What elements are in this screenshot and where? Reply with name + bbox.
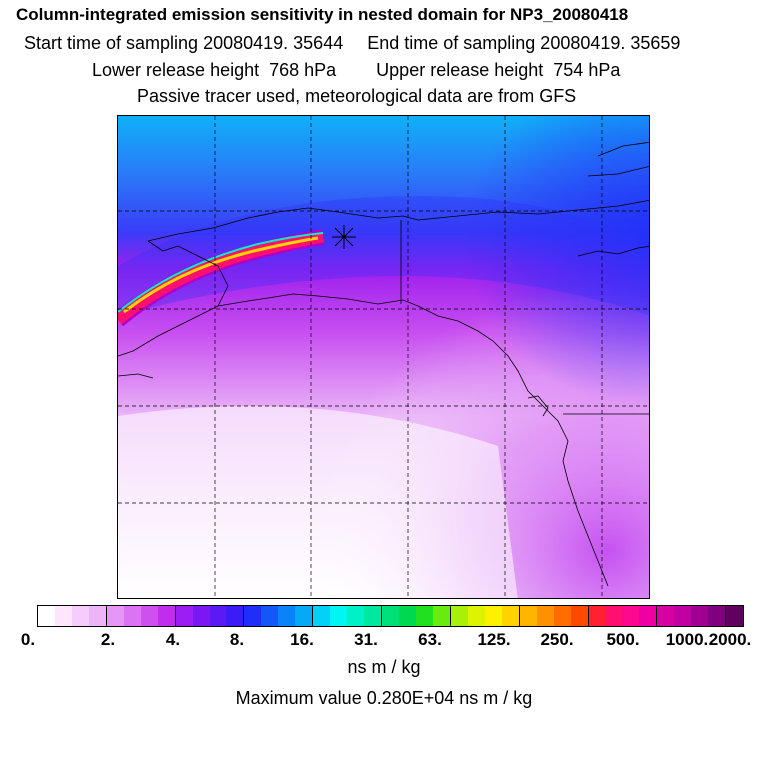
colorbar-swatch [330,606,348,626]
colorbar-swatch [244,606,262,626]
colorbar-swatch [605,606,623,626]
colorbar-swatch [467,606,485,626]
colorbar-tick: 2. [100,630,116,649]
coastlines [118,141,649,587]
colorbar-swatch [382,606,400,626]
colorbar-swatch [622,606,640,626]
colorbar-swatch [657,606,675,626]
colorbar-swatch [261,606,279,626]
colorbar-swatch [140,606,158,626]
colorbar-swatch [192,606,210,626]
colorbar-swatch [432,606,451,626]
colorbar-tick: 8. [229,630,245,649]
colorbar-tick: 2000. [708,630,752,649]
colorbar-tick: 16. [290,630,314,649]
colorbar-swatch [364,606,383,626]
maximum-value: Maximum value 0.280E+04 ns m / kg [235,688,533,708]
colorbar-swatch [313,606,331,626]
colorbar-swatch [450,606,468,626]
colorbar [37,605,744,627]
colorbar-tick: 250. [540,630,574,649]
receptor-marker [332,225,356,249]
end-time-label: End time of sampling 20080419. 35659 [367,33,681,53]
colorbar-swatch [708,606,727,626]
colorbar-swatch [553,606,571,626]
colorbar-tick: 63. [418,630,442,649]
colorbar-swatch [209,606,227,626]
page-title: Column-integrated emission sensitivity i… [16,5,629,24]
colorbar-swatch [674,606,692,626]
colorbar-tick: 1000. [665,630,709,649]
tracer-note: Passive tracer used, meteorological data… [137,86,577,106]
colorbar-swatch [226,606,245,626]
colorbar-swatch [399,606,416,626]
colorbar-tick: 500. [606,630,640,649]
colorbar-swatch [588,606,606,626]
colorbar-swatch [639,606,658,626]
emission-sensitivity-map [117,115,650,599]
colorbar-swatch [38,606,55,626]
sampling-times-line: Start time of sampling 20080419. 35644 En… [24,33,680,54]
colorbar-swatch [175,606,193,626]
plume-edge [118,232,324,313]
colorbar-tick-labels: 0. 2. 4. 8. 16. 31. 63. 125. 250. 500. 1… [0,630,768,652]
colorbar-unit: ns m / kg [347,657,421,677]
colorbar-swatch [691,606,709,626]
colorbar-swatch [501,606,520,626]
start-time-label: Start time of sampling 20080419. 35644 [24,33,344,53]
lower-release-label: Lower release height 768 hPa [92,60,337,80]
colorbar-swatch [726,606,744,626]
colorbar-swatch [54,606,72,626]
colorbar-swatch [536,606,554,626]
release-heights-line: Lower release height 768 hPa Upper releas… [92,60,620,81]
blue-band [118,196,649,316]
colorbar-swatch [570,606,589,626]
colorbar-tick: 4. [165,630,181,649]
colorbar-swatch [157,606,176,626]
colorbar-swatch [88,606,107,626]
colorbar-swatch [484,606,502,626]
colorbar-swatch [278,606,296,626]
colorbar-swatch [415,606,433,626]
colorbar-tick: 125. [477,630,511,649]
colorbar-swatch [519,606,537,626]
colorbar-swatch [71,606,89,626]
upper-release-label: Upper release height 754 hPa [376,60,621,80]
colorbar-tick: 31. [354,630,378,649]
grid-lines [118,116,649,598]
colorbar-swatch [295,606,314,626]
map-canvas [118,116,649,598]
colorbar-swatch [106,606,124,626]
plume-core [123,236,319,314]
colorbar-swatch [123,606,141,626]
colorbar-tick: 0. [20,630,36,649]
white-lower-region [118,406,518,598]
colorbar-swatch [347,606,365,626]
